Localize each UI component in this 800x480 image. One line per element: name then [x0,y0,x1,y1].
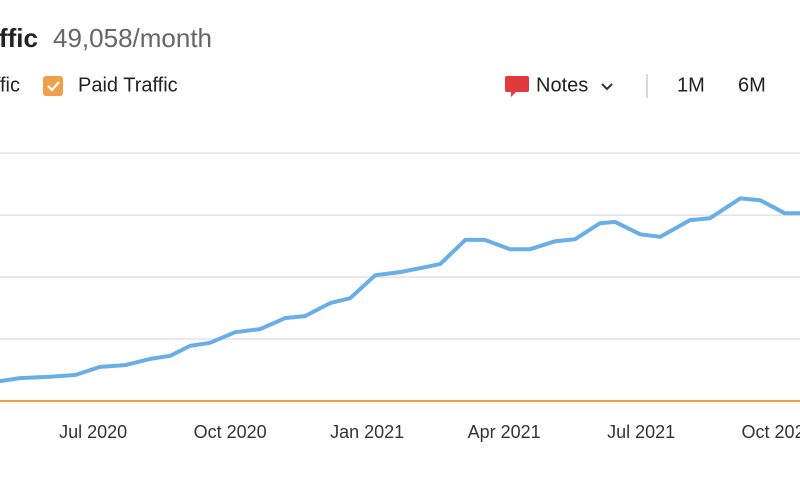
range-button[interactable]: 6M [738,74,766,96]
x-tick-label: Jul 2021 [607,422,675,442]
notes-button[interactable]: Notes [505,74,613,97]
x-tick-label: Oct 2020 [194,422,267,442]
x-tick-label: Jan 2021 [330,422,404,442]
x-tick-label: Oct 2021 [742,422,800,442]
traffic-line [0,196,800,384]
legend-label: Organic Traffic [0,74,20,96]
notes-icon [505,76,529,97]
x-tick-label: Apr 2021 [468,422,541,442]
check-mark [47,81,60,92]
range-button[interactable]: 1M [677,74,705,96]
legend-checkbox[interactable] [43,76,63,96]
chart-title: Traffic [0,23,38,53]
chevron [601,83,613,91]
x-tick-label: Jul 2020 [59,422,127,442]
legend-label: Paid Traffic [78,74,178,96]
notes-label: Notes [536,74,588,96]
chart-subtitle: 49,058/month [53,23,212,53]
